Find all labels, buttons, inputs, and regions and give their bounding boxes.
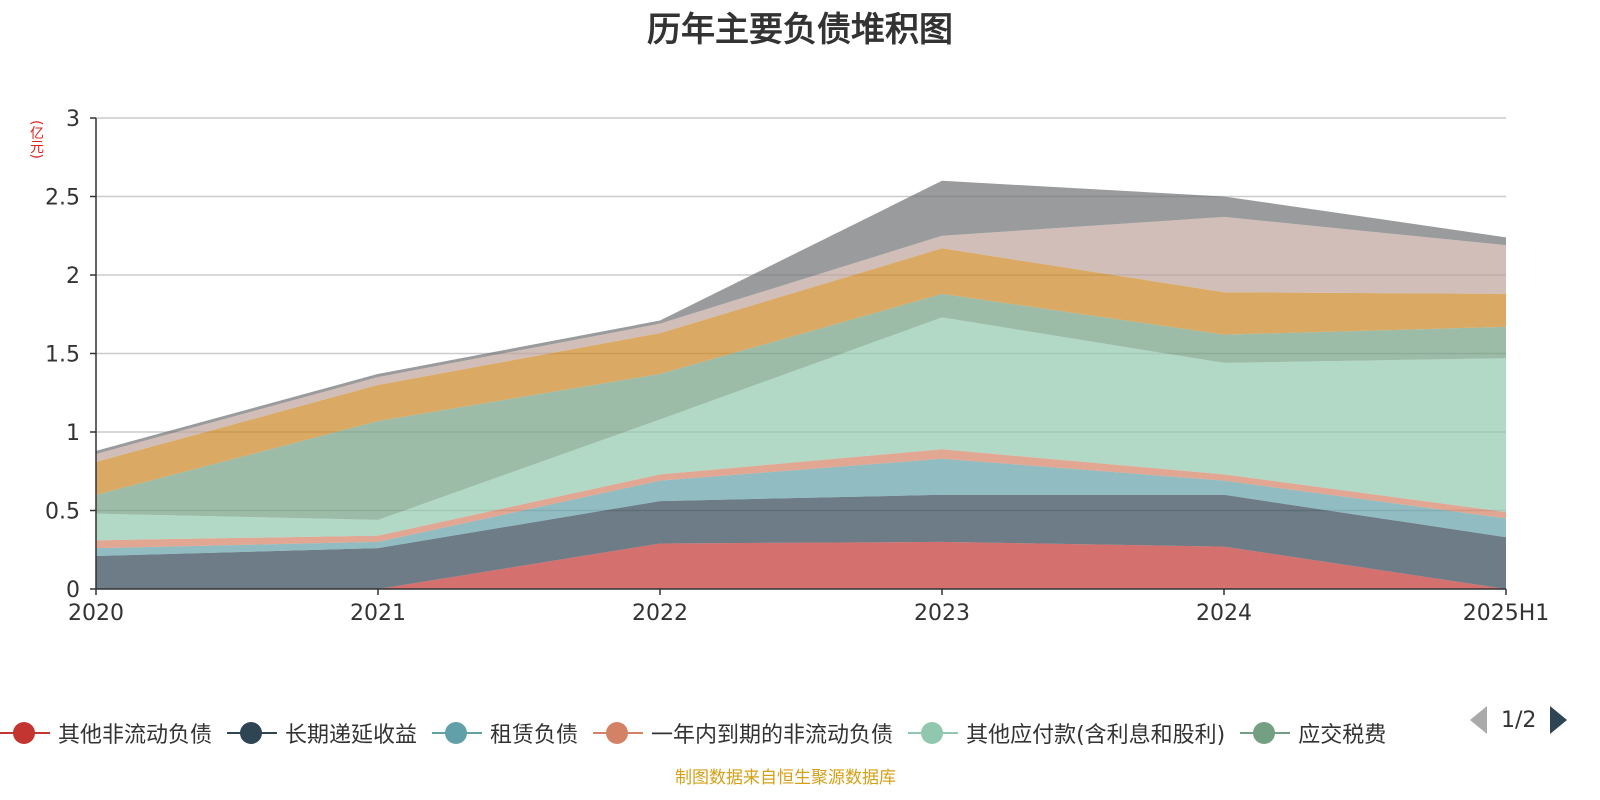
legend-marker-icon: [1240, 718, 1291, 748]
legend-pager: 1/2: [1470, 703, 1568, 737]
area-series-7: [96, 248, 1506, 495]
x-tick-label: 2025H1: [1463, 601, 1550, 626]
legend-label: 长期递延收益: [285, 723, 418, 748]
legend-next-page-icon[interactable]: [1550, 706, 1568, 734]
y-tick-label: 0: [66, 578, 80, 603]
y-tick-label: 1: [66, 421, 80, 446]
y-tick-label: 2.5: [45, 186, 80, 211]
y-tick-label: 0.5: [45, 500, 80, 525]
legend-label: 其他应付款(含利息和股利): [966, 723, 1226, 748]
legend-marker-icon: [908, 718, 959, 748]
legend-page-indicator: 1/2: [1501, 707, 1537, 733]
x-tick-label: 2023: [914, 601, 970, 626]
legend-label: 租赁负债: [490, 723, 579, 748]
legend-item[interactable]: 应交税费: [1240, 717, 1386, 749]
x-tick-label: 2021: [350, 601, 406, 626]
area-series-5: [96, 317, 1506, 541]
legend-item[interactable]: 其他应付款(含利息和股利): [908, 717, 1225, 749]
legend-item[interactable]: 长期递延收益: [227, 717, 417, 749]
y-axis-unit-label: (亿元): [28, 120, 44, 159]
y-tick-label: 2: [66, 264, 80, 289]
legend-marker-icon: [593, 718, 644, 748]
y-tick-label: 1.5: [45, 343, 80, 368]
x-tick-label: 2022: [632, 601, 688, 626]
y-tick-label: 3: [66, 107, 80, 132]
area-series-6: [96, 293, 1506, 520]
area-series-4: [96, 449, 1506, 549]
area-series-1: [96, 541, 1506, 589]
area-series-2: [96, 494, 1506, 589]
legend-label: 其他非流动负债: [58, 723, 213, 748]
legend-item[interactable]: 其他非流动负债: [0, 717, 212, 749]
chart-title: 历年主要负债堆积图: [647, 10, 953, 50]
area-series-3: [96, 458, 1506, 557]
area-series-8: [96, 216, 1506, 462]
stacked-area-chart: 0 0.5 1 1.5 2 2.5 3 2020 2021 2022 2023 2024 2025H1: [45, 107, 1550, 626]
legend-marker-icon: [432, 718, 483, 748]
legend-prev-page-icon[interactable]: [1470, 706, 1487, 734]
legend-item[interactable]: 租赁负债: [432, 717, 578, 749]
legend-label: 应交税费: [1298, 723, 1387, 748]
x-tick-label: 2024: [1196, 601, 1252, 626]
legend-marker-icon: [0, 718, 50, 748]
legend: 其他非流动负债 长期递延收益 租赁负债 一年内到期的非流动负债 其他应付款(含利息和股利…: [0, 717, 1490, 751]
legend-label: 一年内到期的非流动负债: [651, 723, 894, 748]
x-tick-label: 2020: [68, 601, 124, 626]
legend-item[interactable]: 一年内到期的非流动负债: [593, 717, 893, 749]
source-note: 制图数据来自恒生聚源数据库: [675, 768, 896, 788]
legend-marker-icon: [227, 718, 278, 748]
